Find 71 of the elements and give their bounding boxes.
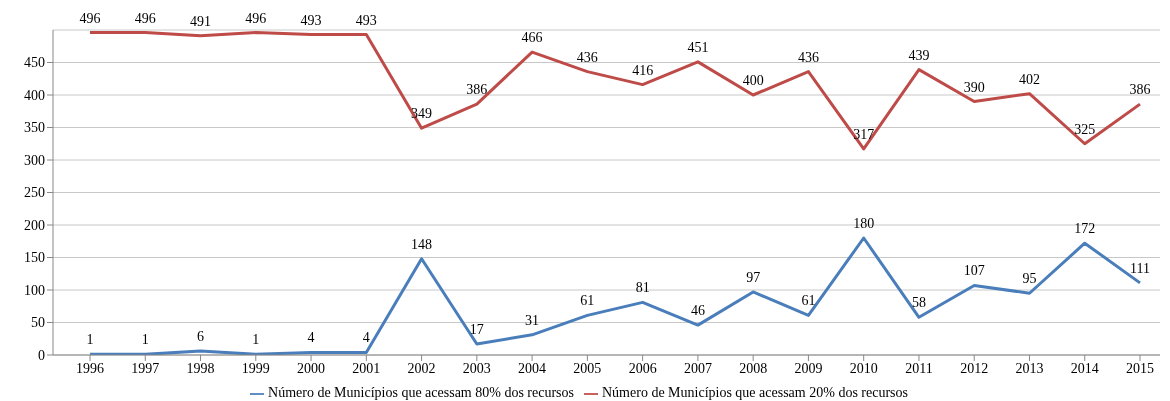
x-tick-label: 2002: [407, 360, 436, 376]
x-tick-label: 1996: [76, 360, 104, 376]
y-tick-label: 400: [24, 87, 45, 103]
data-label: 317: [853, 126, 875, 142]
data-label: 402: [1018, 71, 1040, 87]
data-label: 493: [355, 12, 377, 28]
x-tick-label: 2015: [1126, 360, 1154, 376]
data-label: 46: [690, 303, 705, 319]
data-label: 61: [801, 293, 816, 309]
y-tick-label: 350: [24, 120, 45, 136]
y-tick-label: 50: [31, 315, 45, 331]
x-tick-label: 2009: [794, 360, 823, 376]
data-label: 436: [797, 49, 819, 65]
data-label: 61: [580, 293, 595, 309]
legend-label: Número de Municípios que acessam 80% dos recursos: [268, 385, 574, 400]
x-tick-label: 2013: [1015, 360, 1044, 376]
data-label: 491: [190, 13, 212, 29]
data-label: 1: [141, 332, 149, 348]
data-label: 496: [134, 10, 156, 26]
data-label: 58: [911, 295, 926, 311]
x-tick-label: 2010: [849, 360, 878, 376]
data-label: 81: [635, 280, 650, 296]
data-label: 107: [963, 263, 985, 279]
x-tick-label: 2003: [462, 360, 491, 376]
data-label: 493: [300, 12, 322, 28]
data-label: 1: [252, 332, 260, 348]
data-label: 6: [197, 329, 205, 345]
x-tick-label: 2006: [628, 360, 657, 376]
data-label: 390: [963, 79, 985, 95]
y-tick-label: 100: [24, 282, 45, 298]
data-label: 416: [632, 62, 654, 78]
x-tick-label: 2008: [739, 360, 768, 376]
data-label: 496: [245, 10, 267, 26]
data-label: 31: [525, 312, 540, 328]
x-tick-label: 1998: [186, 360, 215, 376]
data-label: 180: [853, 216, 875, 231]
x-tick-label: 2014: [1070, 360, 1099, 376]
x-tick-label: 2004: [518, 360, 547, 376]
data-label: 97: [746, 269, 761, 285]
y-tick-label: 450: [24, 55, 45, 71]
x-tick-label: 1997: [131, 360, 160, 376]
legend-label: Número de Municípios que acessam 20% dos recursos: [602, 385, 908, 400]
y-tick-label: 300: [24, 152, 45, 168]
data-label: 148: [411, 236, 433, 252]
data-label: 436: [576, 49, 598, 65]
data-label: 466: [521, 30, 543, 46]
data-label: 4: [362, 330, 370, 346]
x-tick-label: 2007: [683, 360, 712, 376]
data-label: 451: [687, 39, 709, 55]
data-label: 325: [1074, 121, 1096, 137]
data-label: 17: [469, 321, 484, 337]
x-tick-label: 1999: [241, 360, 270, 376]
data-label: 496: [79, 10, 101, 26]
x-tick-label: 2012: [960, 360, 989, 376]
x-tick-label: 2011: [905, 360, 933, 376]
data-label: 95: [1022, 271, 1037, 287]
data-label: 439: [908, 47, 930, 63]
data-label: 172: [1074, 221, 1096, 237]
data-label: 4: [307, 330, 315, 346]
x-tick-label: 2005: [573, 360, 602, 376]
data-label: 386: [1129, 82, 1151, 98]
y-tick-label: 0: [38, 347, 45, 363]
y-tick-label: 150: [24, 250, 45, 266]
data-label: 1: [86, 332, 94, 348]
data-label: 400: [742, 73, 764, 88]
y-tick-label: 200: [24, 217, 45, 233]
x-tick-label: 2000: [297, 360, 326, 376]
data-label: 111: [1130, 260, 1150, 276]
x-tick-label: 2001: [352, 360, 381, 376]
y-tick-label: 250: [24, 185, 45, 201]
data-label: 386: [466, 82, 488, 98]
